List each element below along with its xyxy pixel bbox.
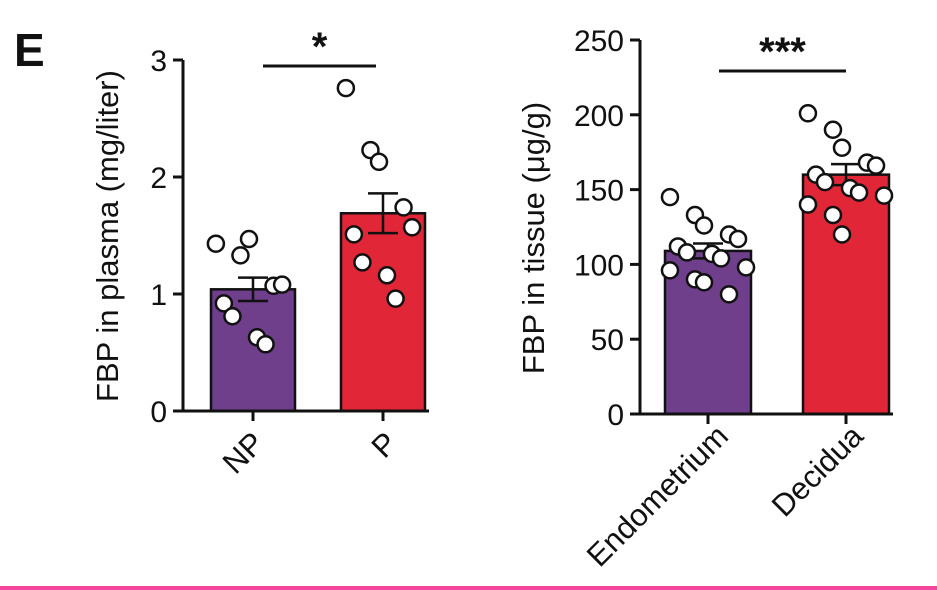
tissue-data-point	[866, 156, 886, 175]
tissue-data-point	[798, 104, 818, 123]
tissue-y-tick-label: 50	[591, 324, 624, 357]
tissue-data-point	[823, 205, 843, 225]
plasma-data-point	[206, 234, 226, 253]
plasma-data-point	[402, 218, 422, 237]
plasma-data-point	[369, 152, 389, 172]
plasma-data-point	[377, 266, 397, 285]
tissue-category-label-decidua: Decidua	[765, 418, 871, 524]
plasma-data-point	[214, 294, 234, 313]
plasma-y-tick-label: 0	[150, 396, 167, 429]
tissue-data-point	[832, 225, 852, 244]
plasma-data-point	[344, 225, 364, 244]
plasma-data-point	[239, 229, 259, 249]
plasma-axes	[181, 60, 429, 413]
plasma-category-label-p: P	[365, 425, 404, 464]
tissue-data-point	[815, 172, 835, 192]
tissue-axes	[638, 40, 893, 416]
tissue-data-point	[823, 120, 843, 140]
tissue-data-point	[832, 138, 852, 157]
tissue-category-label-endometrium: Endometrium	[580, 418, 735, 573]
tissue-data-point	[719, 285, 739, 304]
tissue-y-tick-label: 250	[574, 25, 624, 58]
plasma-data-point	[394, 198, 413, 217]
plasma-significance-label: *	[312, 25, 328, 69]
plasma-chart: FBP in plasma (mg/liter) 0 1 2 3 NP P *	[90, 25, 429, 480]
plasma-y-tick-label: 3	[150, 45, 167, 78]
tissue-data-point	[874, 186, 894, 205]
tissue-data-point	[677, 243, 697, 262]
tissue-significance-label: ***	[759, 30, 806, 74]
panel-label: E	[14, 24, 45, 76]
plasma-y-axis-label: FBP in plasma (mg/liter)	[90, 70, 125, 402]
plasma-data-point	[256, 335, 275, 354]
tissue-y-axis-label: FBP in tissue (μg/g)	[516, 102, 551, 374]
tissue-data-point	[798, 195, 818, 214]
plasma-y-tick-label: 2	[150, 162, 167, 195]
plasma-category-label-np: NP	[216, 425, 271, 480]
tissue-y-tick-label: 150	[574, 175, 624, 208]
tissue-chart: FBP in tissue (μg/g) 0 50 100 150 200 250 End…	[516, 25, 894, 573]
plasma-data-point	[386, 289, 405, 308]
tissue-data-point	[849, 183, 869, 202]
tissue-y-tick-label: 100	[574, 249, 624, 282]
plasma-data-point	[231, 246, 250, 265]
bottom-accent-rule	[0, 586, 937, 590]
plasma-data-point	[353, 253, 372, 272]
plasma-bar-p	[339, 212, 427, 413]
plasma-data-point	[336, 78, 356, 98]
plasma-data-point	[223, 306, 242, 326]
plasma-data-point	[272, 275, 292, 294]
plasma-error-bar-p	[368, 192, 398, 235]
tissue-y-tick-label: 0	[607, 399, 624, 432]
tissue-bar-decidua	[801, 173, 891, 416]
plasma-y-tick-label: 1	[150, 279, 167, 312]
tissue-data-point	[660, 261, 680, 280]
tissue-data-point	[694, 216, 714, 235]
plasma-error-bar-np	[238, 276, 268, 303]
tissue-data-point	[711, 249, 731, 268]
tissue-data-point	[694, 273, 714, 292]
tissue-data-point	[660, 187, 680, 207]
tissue-data-point	[728, 229, 748, 249]
tissue-y-tick-label: 200	[574, 100, 624, 133]
tissue-data-point	[736, 258, 756, 277]
